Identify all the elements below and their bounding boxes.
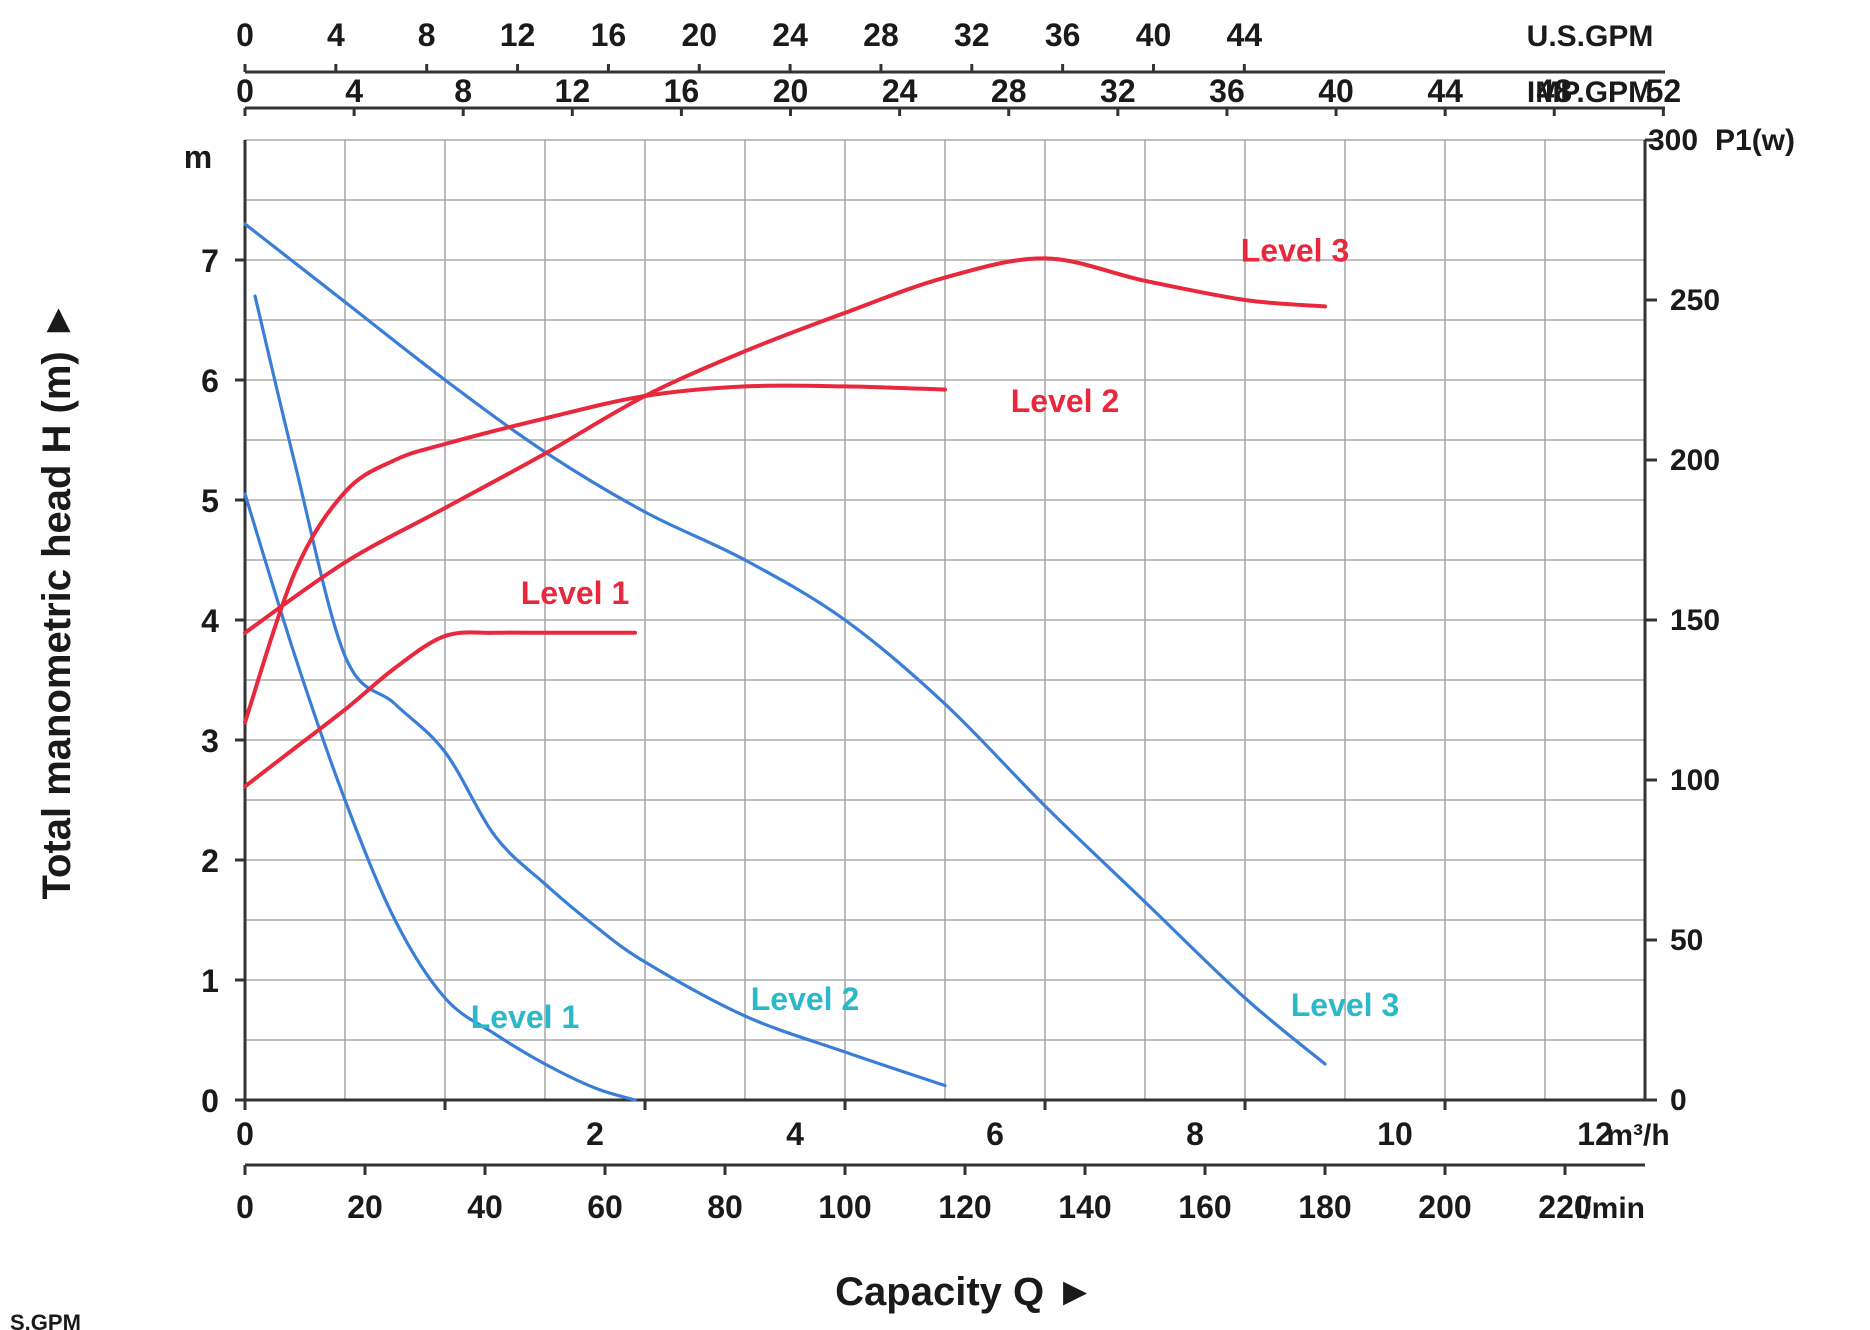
x-usgpm-tick-label: 20 [681,17,717,53]
x-lmin-tick-label: 100 [818,1189,871,1225]
x-usgpm-tick-label: 16 [591,17,627,53]
x-lmin-tick-label: 200 [1418,1189,1471,1225]
x-m3h-tick-label: 0 [236,1116,254,1152]
x-m3h-tick-label: 12 [1577,1116,1613,1152]
x-usgpm-tick-label: 12 [500,17,536,53]
x-usgpm-tick-label: 32 [954,17,990,53]
x-usgpm-tick-label: 40 [1136,17,1172,53]
y-tick-label: 5 [201,483,219,519]
x-lmin-tick-label: 120 [938,1189,991,1225]
y2-tick-label: 100 [1670,764,1720,797]
y-tick-label: 4 [201,603,219,639]
x-lmin-tick-label: 80 [707,1189,743,1225]
x-m3h-tick-label: 4 [786,1116,804,1152]
power-curve-level-1 [243,630,637,789]
x-impgpm-tick-label: 28 [991,73,1027,109]
x-impgpm-tick-label: 40 [1318,73,1354,109]
y-axis-title: Total manometric head H (m) ► [35,301,79,900]
series [243,222,1327,1102]
y-tick-label: 6 [201,363,219,399]
y-unit-label: m [184,139,212,175]
y-tick-label: 7 [201,243,219,279]
y2-tick-label: 50 [1670,924,1703,957]
x-lmin-tick-label: 20 [347,1189,383,1225]
y2-tick-label: 250 [1670,284,1720,317]
x-usgpm-tick-label: 8 [418,17,436,53]
head-label-level-2: Level 2 [751,981,860,1017]
x-m3h-tick-label: 6 [986,1116,1004,1152]
x-impgpm-tick-label: 20 [773,73,809,109]
x-lmin-tick-label: 60 [587,1189,623,1225]
x-usgpm-unit: U.S.GPM [1527,20,1654,53]
x-impgpm-tick-label: 0 [236,73,254,109]
x-usgpm-tick-label: 36 [1045,17,1081,53]
power-label-level-2: Level 2 [1011,383,1120,419]
x-impgpm-tick-label: 52 [1646,73,1682,109]
x-lmin-tick-label: 140 [1058,1189,1111,1225]
x-impgpm-tick-label: 16 [664,73,700,109]
x-impgpm-tick-label: 48 [1536,73,1572,109]
x-impgpm-tick-label: 24 [882,73,918,109]
x-lmin-tick-label: 160 [1178,1189,1231,1225]
x-m3h-tick-label: 10 [1377,1116,1413,1152]
head-curve-level-1 [243,492,637,1102]
head-curve-level-2 [253,294,947,1088]
footnote: S.GPM [10,1310,81,1330]
x-impgpm-tick-label: 12 [555,73,591,109]
x-usgpm-tick-label: 24 [772,17,808,53]
x-impgpm-unit: IMP.GPM [1527,76,1653,109]
y2-tick-label: 150 [1670,604,1720,637]
y2-tick-label: 0 [1670,1084,1687,1117]
y-tick-label: 0 [201,1083,219,1119]
power-label-level-1: Level 1 [521,575,630,611]
x-impgpm-tick-label: 44 [1427,73,1463,109]
x-lmin-tick-label: 0 [236,1189,254,1225]
x-lmin-tick-label: 40 [467,1189,503,1225]
y2-unit-label: P1(w) [1715,124,1795,157]
x-impgpm-tick-label: 36 [1209,73,1245,109]
curve-labels: Level 1 Level 2 Level 3 Level 1 Level 2 Level… [471,233,1400,1035]
x-impgpm-tick-label: 8 [454,73,472,109]
y2-tick-label: 200 [1670,444,1720,477]
x-lmin-tick-label: 220 [1538,1189,1591,1225]
y-tick-label: 1 [201,963,219,999]
grid [244,139,1646,1101]
x-m3h-tick-label: 8 [1186,1116,1204,1152]
x-lmin-unit: l/min [1575,1192,1645,1225]
x-lmin-tick-label: 180 [1298,1189,1351,1225]
power-curve-level-3 [243,256,1327,635]
x-usgpm-tick-label: 0 [236,17,254,53]
head-label-level-1: Level 1 [471,999,580,1035]
x-usgpm-tick-label: 44 [1227,17,1263,53]
x-impgpm-tick-label: 32 [1100,73,1136,109]
y-tick-label: 2 [201,843,219,879]
power-label-level-3: Level 3 [1241,233,1350,269]
x-usgpm-tick-label: 4 [327,17,345,53]
x-usgpm-tick-label: 28 [863,17,899,53]
x-m3h-unit: m³/h [1606,1119,1669,1152]
x-axis-title: Capacity Q ► [835,1270,1095,1314]
y2-tick-label: 300 [1648,124,1698,157]
y-tick-label: 3 [201,723,219,759]
head-label-level-3: Level 3 [1291,987,1400,1023]
x-impgpm-tick-label: 4 [345,73,363,109]
power-curve-level-2 [243,383,947,725]
head-curve-level-3 [243,222,1327,1066]
x-m3h-tick-label: 2 [586,1116,604,1152]
